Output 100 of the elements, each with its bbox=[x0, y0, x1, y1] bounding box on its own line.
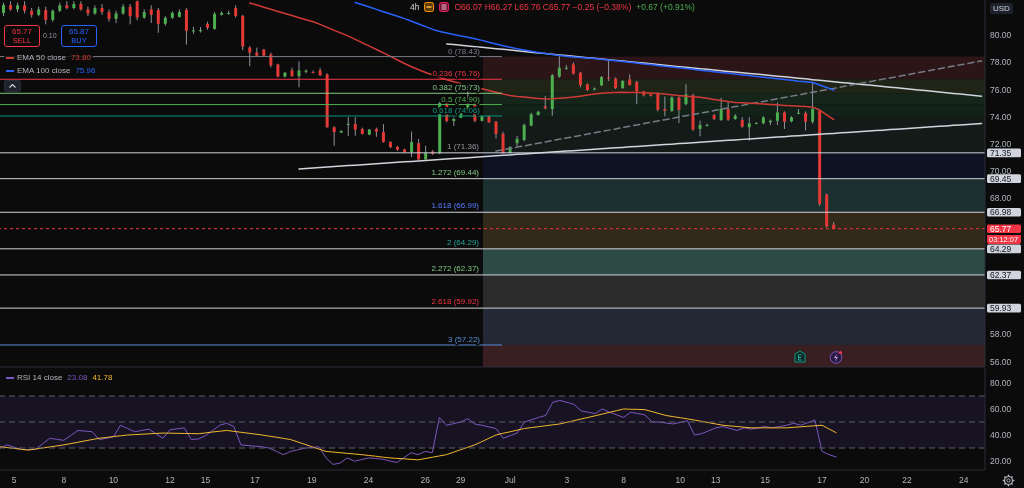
x-tick-label: 26 bbox=[420, 475, 431, 485]
candlestick bbox=[297, 60, 301, 88]
x-tick-label: 10 bbox=[108, 475, 119, 485]
candlestick bbox=[114, 10, 118, 24]
y-tick-label: 60.00 bbox=[990, 403, 1012, 414]
annotation: 41.78 bbox=[92, 372, 113, 384]
annotation: 1.618 (66.99) bbox=[430, 201, 480, 211]
annotation: 65.87 bbox=[68, 27, 90, 36]
legend-label: EMA 100 close bbox=[17, 65, 71, 77]
candlestick bbox=[100, 3, 104, 16]
y-tick-label: 68.00 bbox=[990, 193, 1012, 204]
candlestick bbox=[381, 123, 385, 144]
y-tick-label: 58.00 bbox=[990, 329, 1012, 340]
y-tick-label: 78.00 bbox=[990, 57, 1012, 68]
annotation: 23.08 bbox=[67, 372, 88, 384]
y-tick-label: 40.00 bbox=[990, 430, 1012, 440]
annotation: 2.618 (59.92) bbox=[430, 297, 480, 307]
x-tick-label: 29 bbox=[455, 475, 466, 485]
legend-label: EMA 50 close bbox=[17, 52, 66, 64]
line-series bbox=[495, 60, 983, 152]
candlestick bbox=[501, 131, 505, 155]
y-tick-label: 66.98 bbox=[990, 207, 1012, 218]
candlestick bbox=[184, 7, 188, 46]
candlestick bbox=[304, 68, 308, 74]
ref-line-label: 0.382 (75.73) bbox=[432, 83, 481, 93]
chart-title: 4h bbox=[410, 2, 420, 12]
x-tick-label: 17 bbox=[250, 475, 261, 485]
x-tick-label: 24 bbox=[363, 475, 374, 485]
annotation: 73.80 bbox=[70, 52, 91, 64]
chart-subtitle: O66.07 H66.27 L65.76 C65.77 −0.25 (−0.38%) bbox=[454, 2, 632, 12]
candlestick bbox=[557, 55, 561, 79]
candlestick bbox=[515, 135, 519, 148]
y-tick-label: 74.00 bbox=[990, 111, 1012, 122]
x-tick-label: 3 bbox=[564, 475, 570, 485]
candlestick bbox=[346, 116, 350, 137]
y-tick-label: 20.00 bbox=[990, 456, 1012, 467]
candlestick bbox=[86, 6, 90, 17]
candlestick bbox=[775, 102, 779, 126]
candlestick bbox=[663, 96, 667, 117]
candlestick bbox=[121, 3, 125, 16]
x-tick-label: 15 bbox=[200, 475, 211, 485]
annotation: 75.96 bbox=[75, 65, 96, 77]
line-series bbox=[0, 408, 837, 461]
candlestick bbox=[677, 95, 681, 124]
y-tick-label: 64.29 bbox=[990, 243, 1012, 254]
legend-label: RSI 14 close bbox=[17, 372, 63, 384]
x-tick-label: 15 bbox=[760, 475, 771, 485]
y-tick-label: 56.00 bbox=[990, 356, 1012, 367]
ref-line-label: 0.5 (74.90) bbox=[441, 94, 481, 104]
candlestick bbox=[747, 116, 751, 142]
y-tick-label: 76.00 bbox=[990, 84, 1012, 95]
x-tick-label: 10 bbox=[675, 475, 686, 485]
candlestick bbox=[72, 0, 76, 10]
x-tick-label: 24 bbox=[959, 475, 969, 485]
candlestick bbox=[635, 80, 639, 105]
x-tick-label: 8 bbox=[621, 475, 627, 485]
candlestick bbox=[607, 59, 611, 82]
ref-line-label: 3 (57.22) bbox=[447, 334, 481, 344]
x-tick-label: 22 bbox=[902, 475, 913, 485]
x-tick-label: 5 bbox=[11, 475, 17, 485]
annotation: 65.77 bbox=[11, 27, 33, 36]
y-tick-label: 59.93 bbox=[990, 303, 1012, 314]
annotation: 2.272 (62.37) bbox=[430, 263, 480, 273]
x-tick-label: 19 bbox=[307, 475, 317, 485]
x-tick-label: 17 bbox=[817, 475, 828, 485]
annotation: 1.272 (69.44) bbox=[430, 167, 480, 177]
annotation: 1 (71.36) bbox=[445, 141, 480, 151]
x-tick-label: Jul bbox=[504, 475, 516, 485]
candlestick bbox=[410, 131, 414, 158]
x-tick-label: 13 bbox=[710, 475, 721, 485]
y-tick-label: 62.37 bbox=[990, 269, 1012, 280]
line-series bbox=[0, 399, 837, 465]
y-tick-label: 71.35 bbox=[990, 147, 1012, 158]
candlestick bbox=[248, 45, 252, 67]
y-tick-label: 80.00 bbox=[990, 377, 1012, 388]
candlestick bbox=[811, 82, 815, 125]
candlestick bbox=[719, 97, 723, 122]
candlestick bbox=[353, 116, 357, 137]
y-tick-label: 80.00 bbox=[990, 30, 1012, 41]
candlestick bbox=[698, 120, 702, 137]
ref-line-label: 0.236 (76.76) bbox=[432, 69, 481, 79]
candlestick bbox=[726, 101, 730, 122]
y-axis-title: USD bbox=[990, 3, 1013, 14]
x-tick-label: 8 bbox=[61, 475, 67, 485]
candlestick bbox=[128, 3, 132, 25]
line-series bbox=[354, 1, 835, 91]
candlestick bbox=[93, 4, 97, 16]
annotation: 2 (64.29) bbox=[445, 237, 480, 247]
candlestick bbox=[656, 91, 660, 112]
y-tick-label: 72.00 bbox=[990, 139, 1012, 149]
ref-line-label: 0 (78.43) bbox=[447, 46, 481, 56]
candlestick bbox=[804, 110, 808, 131]
x-tick-label: 20 bbox=[859, 475, 870, 485]
candlestick bbox=[332, 125, 336, 147]
annotation: +0.67 (+0.91%) bbox=[636, 2, 695, 12]
candlestick bbox=[107, 8, 111, 23]
y-tick-label: 65.77 bbox=[990, 223, 1012, 234]
candlestick bbox=[156, 7, 160, 34]
candlestick bbox=[79, 0, 83, 12]
x-tick-label: 12 bbox=[165, 475, 176, 485]
